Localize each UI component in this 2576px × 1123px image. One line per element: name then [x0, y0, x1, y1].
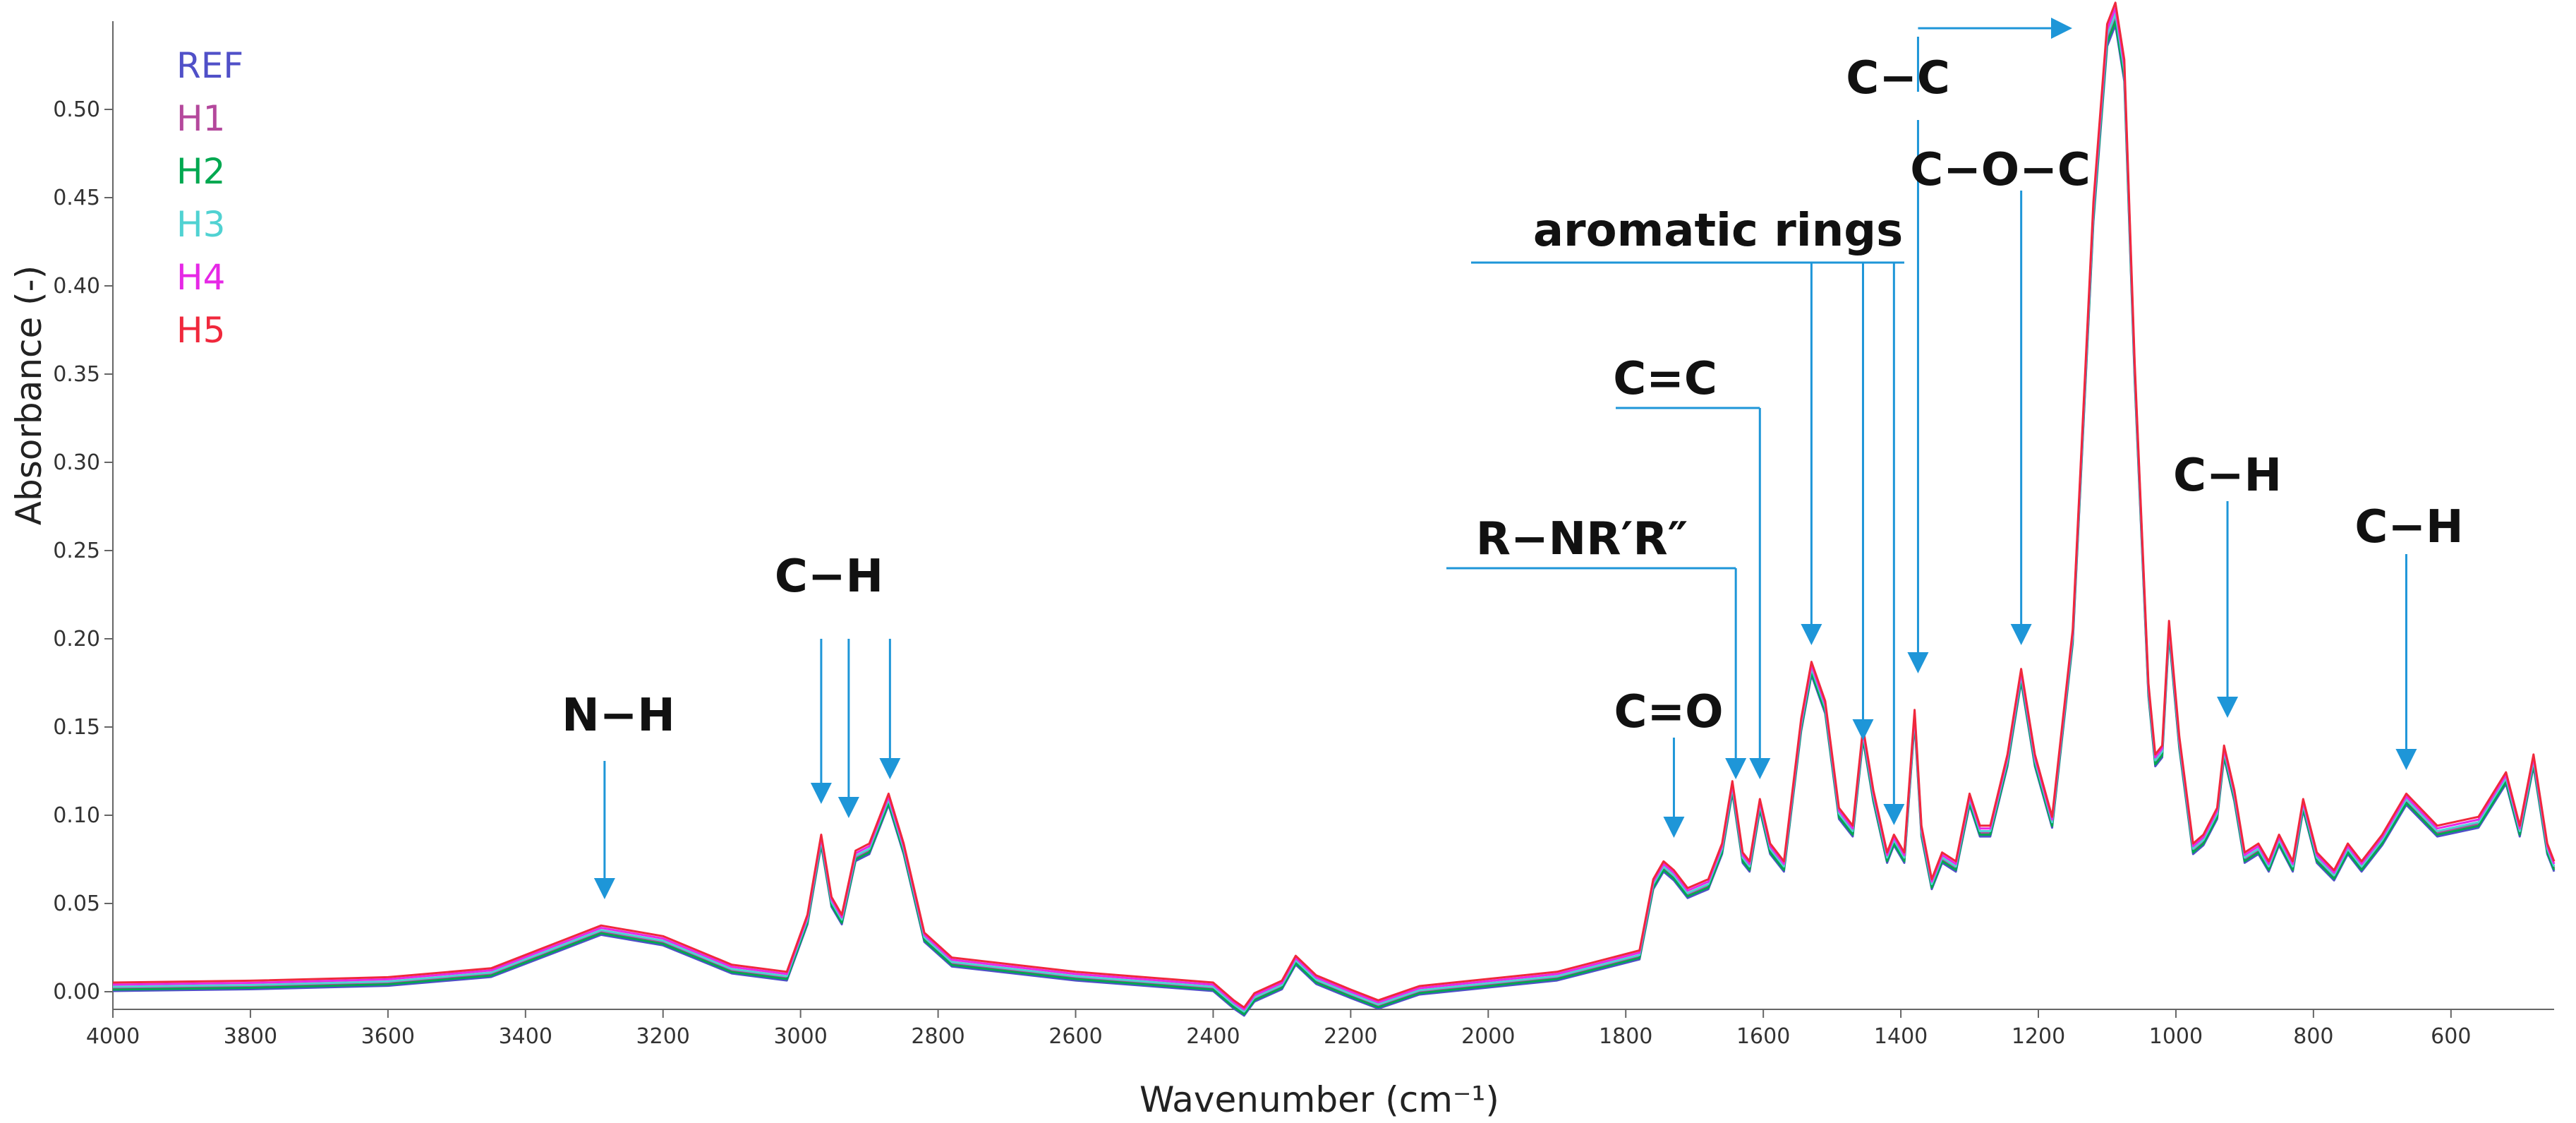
- x-tick-label: 2000: [1461, 1024, 1515, 1049]
- label-amine: R−NR′R″: [1476, 513, 1688, 565]
- label-c-o-c: C−O−C: [1910, 144, 2091, 196]
- label-c-c-double: C=C: [1613, 353, 1717, 405]
- x-tick-label: 1600: [1736, 1024, 1790, 1049]
- series-lines: [112, 1, 2556, 1017]
- legend-item-h3: H3: [176, 204, 225, 245]
- series-line-h4: [112, 7, 2556, 1011]
- legend: REF H1 H2 H3 H4 H5: [176, 45, 243, 351]
- y-tick-label: 0.30: [53, 450, 100, 475]
- x-tick-label: 3000: [773, 1024, 827, 1049]
- axes-frame: 0.00 0.05 0.10 0.15 0.20 0.25 0.30 0.35 0.40 0.45…: [53, 21, 2554, 1049]
- x-tick-label: 2800: [911, 1024, 965, 1049]
- x-tick-label: 3600: [361, 1024, 415, 1049]
- legend-item-ref: REF: [176, 45, 243, 86]
- y-tick-label: 0.00: [53, 980, 100, 1004]
- x-tick-label: 1200: [2012, 1024, 2065, 1049]
- x-tick-label: 2400: [1186, 1024, 1240, 1049]
- y-tick-label: 0.25: [53, 539, 100, 563]
- y-tick-label: 0.05: [53, 891, 100, 916]
- x-tick-label: 600: [2431, 1024, 2471, 1049]
- label-aromatic-rings: aromatic rings: [1533, 205, 1903, 257]
- legend-item-h5: H5: [176, 310, 225, 351]
- y-tick-label: 0.15: [53, 715, 100, 740]
- x-tick-label: 2600: [1048, 1024, 1102, 1049]
- x-tick-label: 1000: [2149, 1024, 2203, 1049]
- series-line-h5: [112, 1, 2556, 1009]
- y-tick-label: 0.40: [53, 274, 100, 299]
- y-axis-title: Absorbance (-): [8, 265, 49, 525]
- y-tick-label: 0.35: [53, 362, 100, 387]
- label-c-h-665: C−H: [2354, 501, 2463, 553]
- peak-annotations: N−H C−H C=O R−NR′R″ C=C aromatic rings C−C C−O−…: [562, 18, 2464, 899]
- x-tick-label: 3400: [499, 1024, 552, 1049]
- x-tick-label: 3800: [224, 1024, 277, 1049]
- legend-item-h2: H2: [176, 151, 225, 192]
- x-tick-label: 3200: [636, 1024, 690, 1049]
- y-tick-label: 0.10: [53, 803, 100, 828]
- y-tick-label: 0.50: [53, 97, 100, 122]
- y-tick-label: 0.20: [53, 627, 100, 651]
- series-line-h2: [112, 20, 2556, 1016]
- legend-item-h4: H4: [176, 257, 225, 298]
- label-c-h-aliphatic: C−H: [775, 551, 883, 603]
- x-axis-title: Wavenumber (cm⁻¹): [1139, 1079, 1499, 1120]
- x-tick-label: 4000: [86, 1024, 140, 1049]
- x-tick-label: 800: [2293, 1024, 2333, 1049]
- series-line-ref: [112, 24, 2556, 1017]
- x-tick-label: 1400: [1874, 1024, 1928, 1049]
- label-c-o: C=O: [1614, 686, 1724, 738]
- series-line-h3: [112, 13, 2556, 1013]
- legend-item-h1: H1: [176, 98, 225, 139]
- label-c-h-925: C−H: [2173, 450, 2282, 502]
- series-line-h1: [112, 16, 2556, 1014]
- label-n-h: N−H: [562, 690, 675, 742]
- x-tick-label: 2200: [1324, 1024, 1377, 1049]
- y-tick-label: 0.45: [53, 186, 100, 210]
- x-tick-label: 1800: [1599, 1024, 1652, 1049]
- label-c-c-single: C−C: [1846, 52, 1950, 104]
